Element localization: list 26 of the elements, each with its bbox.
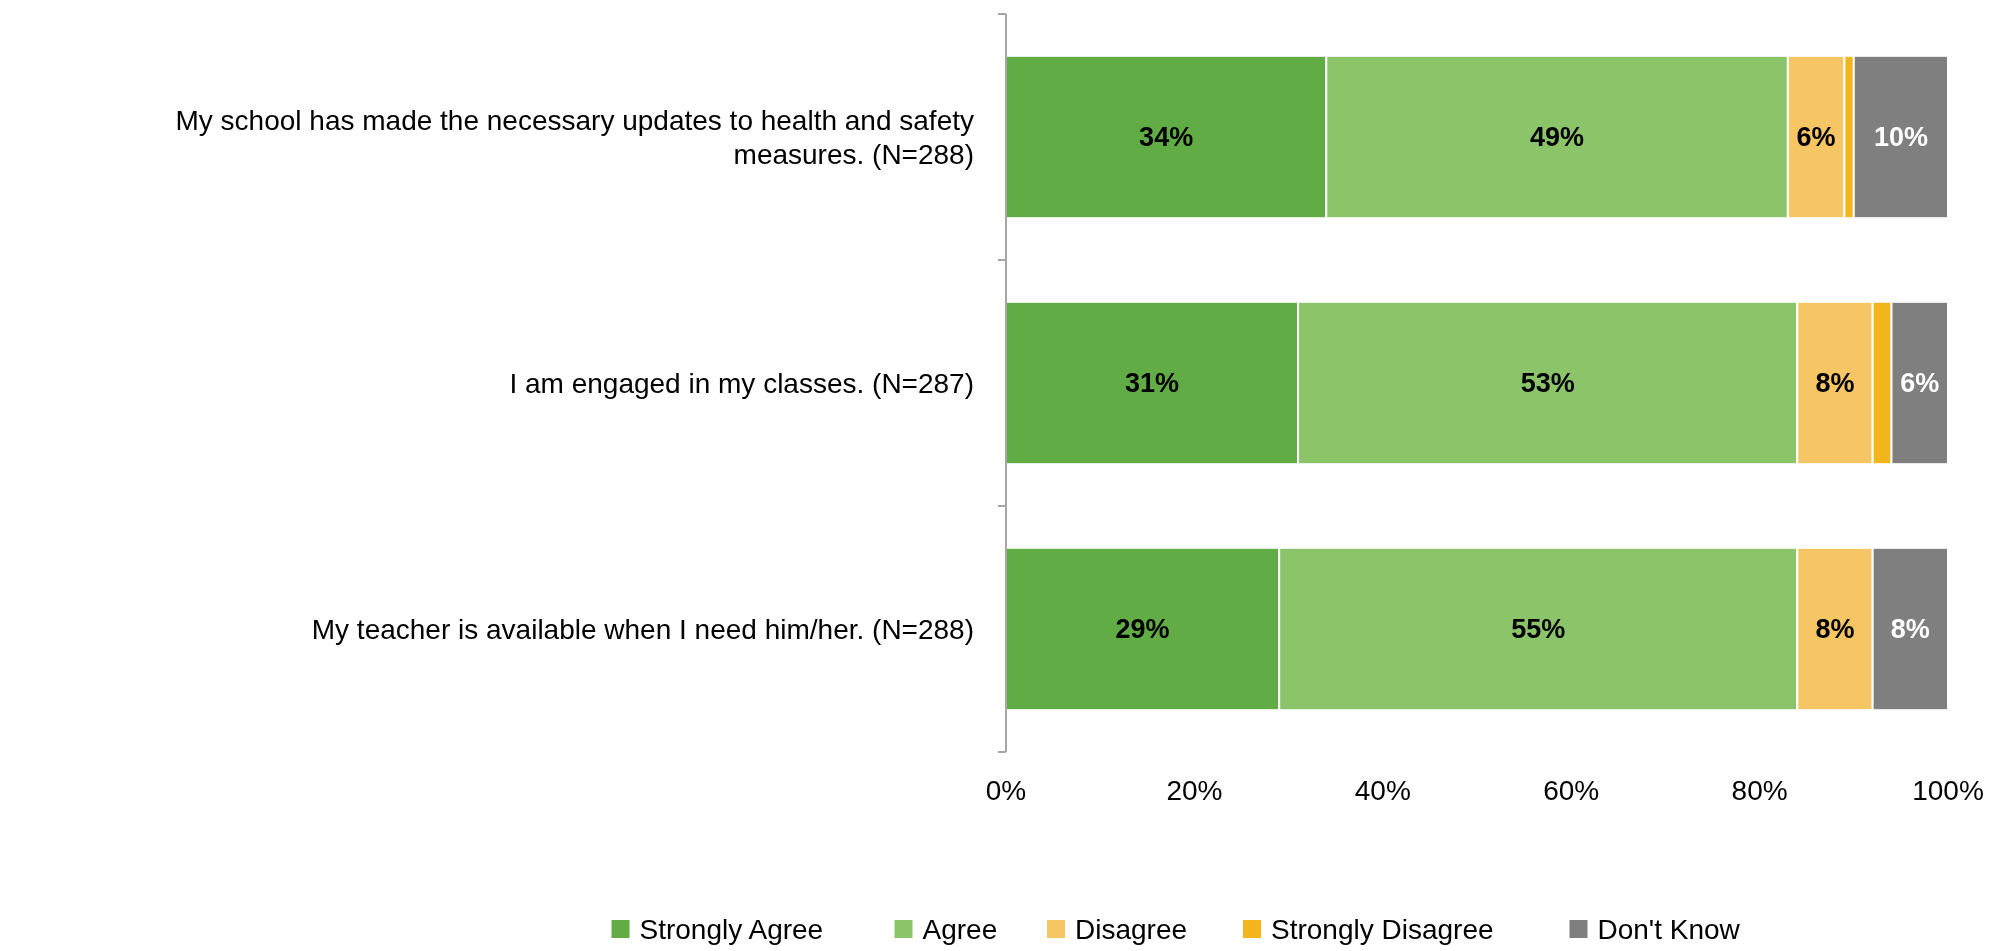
x-tick-label: 20% [1166,775,1223,806]
legend-label: Agree [922,913,998,945]
x-tick-label: 40% [1354,775,1411,806]
data-label: 6% [1796,122,1836,153]
data-label: 8% [1815,368,1855,399]
x-tick-label: 0% [985,775,1027,806]
data-label: 34% [1139,122,1194,153]
legend-label: Strongly Disagree [1271,913,1494,945]
data-label: 6% [1900,368,1940,399]
x-tick-label: 80% [1731,775,1788,806]
legend-label: Disagree [1075,913,1188,945]
data-label: 31% [1124,368,1180,399]
legend-label: Strongly Agree [639,913,824,945]
y-tick-label: My school has made the necessary updates to health and safety measures. (N=288) [175,104,974,170]
data-label: 8% [1815,614,1855,645]
x-tick-label: 60% [1543,775,1600,806]
data-label: 8% [1890,614,1930,645]
y-tick-label: My teacher is available when I need him/her. (N=288) [311,613,974,645]
y-tick-label: I am engaged in my classes. (N=287) [509,367,974,399]
data-label: 10% [1873,122,1928,153]
legend-label: Don't Know [1597,913,1741,945]
x-tick-label: 100% [1912,775,1984,806]
data-label: 53% [1520,368,1575,399]
data-label: 29% [1115,614,1170,645]
data-label: 49% [1530,122,1585,153]
data-label: 55% [1511,614,1566,645]
